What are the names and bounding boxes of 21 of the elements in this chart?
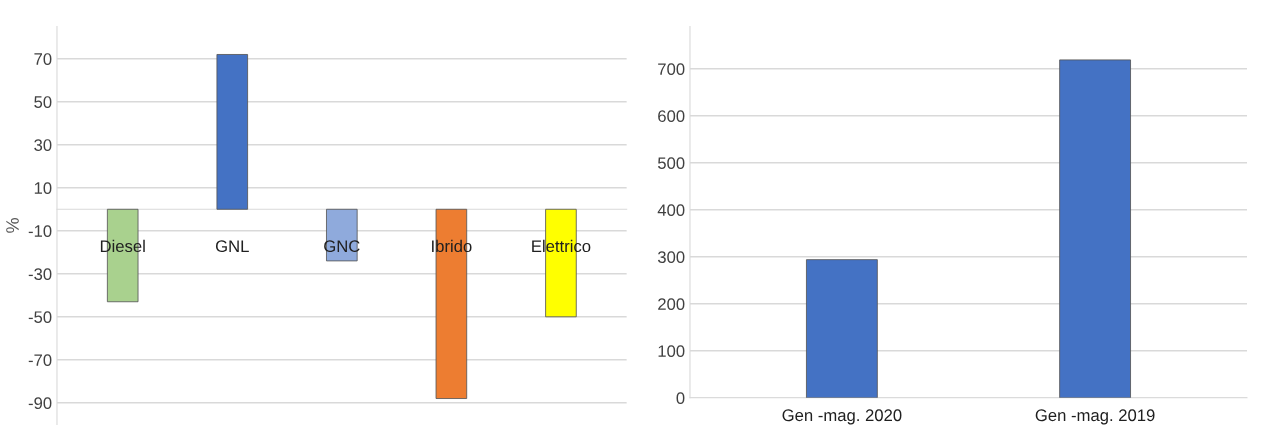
- x-tick-label: Gen -mag. 2020: [782, 409, 902, 425]
- y-axis-title: %: [6, 218, 19, 233]
- y-tick-label: 600: [658, 110, 685, 123]
- y-tick-label: -90: [28, 397, 52, 410]
- y-tick-label: 700: [658, 63, 685, 76]
- y-tick-label: 50: [34, 96, 52, 108]
- x-tick-label: GNL: [215, 240, 249, 253]
- y-tick-label: -50: [28, 311, 52, 324]
- y-tick-label: -10: [28, 225, 52, 237]
- y-tick-label: 500: [657, 157, 685, 170]
- y-tick-label: 0: [676, 392, 685, 404]
- y-tick-label: 30: [34, 139, 52, 151]
- y-tick-label: 70: [34, 53, 52, 65]
- y-tick-label: 400: [657, 204, 685, 217]
- y-tick-label: 200: [658, 298, 685, 311]
- y-tick-label: -70: [28, 354, 52, 367]
- y-tick-label: 100: [658, 345, 685, 358]
- y-tick-label: 300: [657, 251, 685, 264]
- x-tick-label: Gen -mag. 2019: [1035, 409, 1155, 425]
- y-tick-label: 10: [34, 182, 52, 194]
- y-tick-label: -30: [28, 268, 52, 280]
